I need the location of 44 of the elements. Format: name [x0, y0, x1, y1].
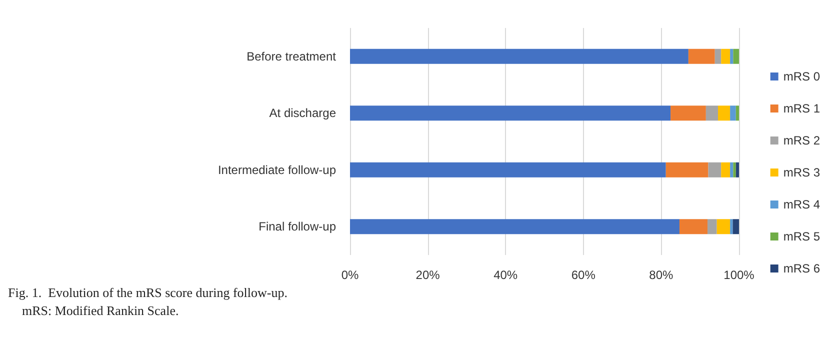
caption: Fig. 1. Evolution of the mRS score during follow-up.: [8, 285, 288, 300]
bar: [721, 48, 730, 64]
legend-label: mRS 2: [783, 134, 820, 148]
bar: [733, 162, 736, 178]
bar: [736, 162, 739, 178]
bar: [708, 162, 722, 178]
bar: [706, 106, 718, 121]
legend-label: mRS 0: [783, 70, 820, 84]
legend-label: mRS 4: [783, 198, 820, 212]
bar: [730, 48, 734, 64]
bar: [688, 48, 715, 64]
x-tick-label: 0%: [341, 268, 359, 282]
legend-label: mRS 5: [783, 230, 820, 244]
bar: [730, 106, 736, 121]
bar: [730, 219, 733, 234]
text: mRS: Modified Rankin Scale.: [22, 303, 179, 318]
x-tick-label: 100%: [724, 268, 755, 282]
bar: [350, 162, 666, 178]
legend-label: mRS 3: [783, 166, 820, 180]
y-tick-label: Final follow-up: [258, 220, 336, 234]
x-tick-label: 20%: [416, 268, 440, 282]
bar: [736, 106, 739, 121]
bar: [707, 219, 717, 234]
x-tick-label: 40%: [494, 268, 518, 282]
x-tick-label: 80%: [649, 268, 674, 282]
bar: [679, 219, 708, 234]
y-tick-label: Intermediate follow-up: [218, 162, 336, 177]
bar: [666, 162, 708, 178]
x-tick-label: 60%: [571, 268, 596, 282]
bar: [350, 48, 688, 64]
legend-label: mRS 6: [783, 262, 820, 276]
bar: [732, 219, 739, 234]
bar: [718, 106, 730, 121]
bar: [350, 219, 680, 234]
y-tick-label: At discharge: [269, 106, 336, 120]
bar: [714, 48, 722, 64]
bar: [730, 162, 734, 178]
legend-label: mRS 1: [783, 102, 820, 116]
bar: [350, 106, 671, 121]
bar: [721, 162, 730, 178]
bar: [733, 48, 739, 64]
bar: [670, 106, 706, 121]
y-tick-label: Before treatment: [246, 49, 337, 64]
bar: [716, 219, 730, 234]
